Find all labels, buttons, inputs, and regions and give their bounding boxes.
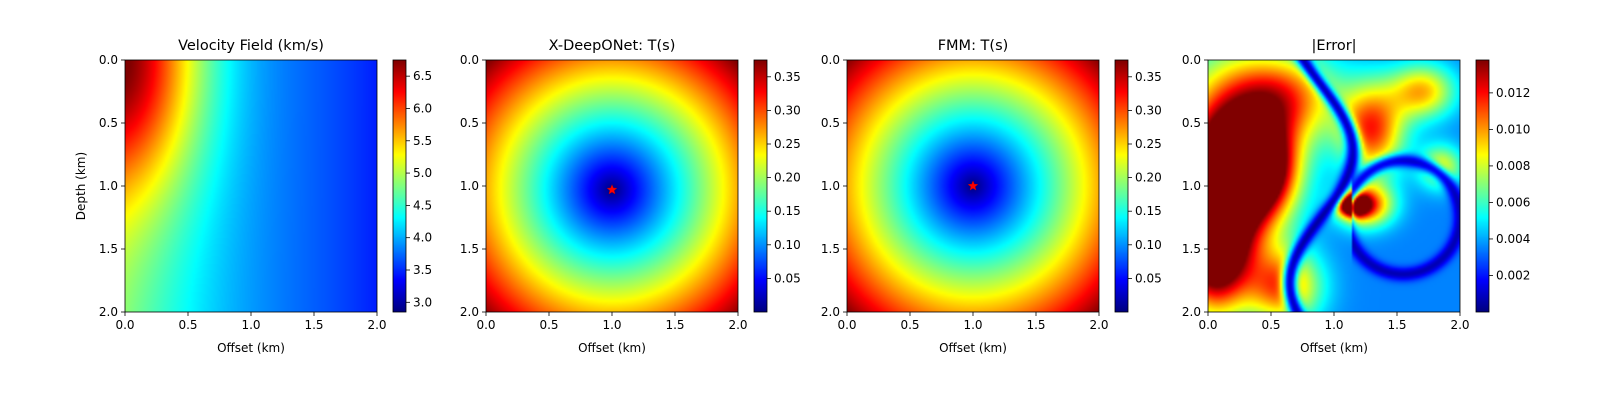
x-tick-label: 1.5 [665, 318, 684, 332]
y-tick-label: 1.0 [1182, 179, 1201, 193]
colorbar-tick-label: 0.002 [1496, 268, 1530, 282]
y-tick-label: 2.0 [99, 305, 118, 319]
x-tick-label: 1.0 [602, 318, 621, 332]
x-tick-label: 0.0 [115, 318, 134, 332]
colorbar-tick-label: 0.25 [774, 137, 801, 151]
y-tick-label: 0.5 [460, 116, 479, 130]
colorbar-tick-label: 0.05 [1135, 271, 1162, 285]
panel-2: X-DeepONet: T(s)0.0 0.5 1.0 1.5 2.00.00.51.0… [460, 38, 801, 355]
heatmap-image [125, 60, 377, 312]
y-tick-label: 1.0 [821, 179, 840, 193]
x-axis-label: Offset (km) [578, 341, 646, 355]
y-tick-label: 2.0 [821, 305, 840, 319]
y-tick-label: 0.5 [1182, 116, 1201, 130]
panel-4: |Error|0.0 0.5 1.0 1.5 2.00.00.51.01.52.0Off… [1182, 38, 1530, 355]
colorbar-tick-label: 3.5 [413, 263, 432, 277]
x-axis-label: Offset (km) [1300, 341, 1368, 355]
colorbar-tick-label: 3.0 [413, 295, 432, 309]
x-tick-label: 0.5 [539, 318, 558, 332]
y-tick-label: 0.0 [1182, 53, 1201, 67]
x-axis-label: Offset (km) [939, 341, 1007, 355]
colorbar-frame [1114, 59, 1129, 313]
y-axis-label: Depth (km) [74, 152, 88, 220]
x-tick-label: 2.0 [367, 318, 386, 332]
x-tick-label: 0.0 [1198, 318, 1217, 332]
y-tick-label: 0.5 [821, 116, 840, 130]
x-tick-label: 0.0 [476, 318, 495, 332]
x-tick-label: 1.5 [1026, 318, 1045, 332]
panel-title: X-DeepONet: T(s) [549, 38, 676, 54]
y-tick-label: 1.0 [460, 179, 479, 193]
x-tick-label: 2.0 [1089, 318, 1108, 332]
heatmap-image [1208, 60, 1460, 312]
source-star-marker [967, 180, 979, 191]
panel-3: FMM: T(s)0.0 0.5 1.0 1.5 2.00.00.51.01.52.0O… [821, 38, 1162, 355]
colorbar-tick-label: 0.15 [774, 204, 801, 218]
colorbar-tick-label: 0.05 [774, 271, 801, 285]
y-tick-label: 2.0 [1182, 305, 1201, 319]
y-tick-label: 0.0 [821, 53, 840, 67]
colorbar-tick-label: 0.30 [774, 103, 801, 117]
x-tick-label: 1.0 [241, 318, 260, 332]
x-tick-label: 1.0 [963, 318, 982, 332]
x-tick-label: 1.0 [1324, 318, 1343, 332]
colorbar-tick-label: 0.10 [1135, 238, 1162, 252]
panel-title: Velocity Field (km/s) [178, 38, 324, 54]
colorbar-tick-label: 4.5 [413, 198, 432, 212]
colorbar-tick-label: 0.10 [774, 238, 801, 252]
y-tick-label: 1.5 [460, 242, 479, 256]
colorbar-tick-label: 4.0 [413, 231, 432, 245]
y-tick-label: 0.5 [99, 116, 118, 130]
source-star-marker [606, 184, 618, 195]
x-tick-label: 0.5 [900, 318, 919, 332]
x-tick-label: 1.5 [304, 318, 323, 332]
colorbar-tick-label: 6.0 [413, 101, 432, 115]
y-tick-label: 1.5 [821, 242, 840, 256]
x-axis-label: Offset (km) [217, 341, 285, 355]
colorbar-tick-label: 5.5 [413, 134, 432, 148]
colorbar-tick-label: 0.006 [1496, 195, 1530, 209]
colorbar-tick-label: 0.25 [1135, 137, 1162, 151]
y-tick-label: 0.0 [99, 53, 118, 67]
x-tick-label: 0.5 [1261, 318, 1280, 332]
y-tick-label: 1.0 [99, 179, 118, 193]
x-tick-label: 2.0 [728, 318, 747, 332]
colorbar-tick-label: 0.20 [774, 171, 801, 185]
colorbar-tick-label: 0.30 [1135, 103, 1162, 117]
colorbar-tick-label: 0.010 [1496, 122, 1530, 136]
y-tick-label: 2.0 [460, 305, 479, 319]
colorbar [1115, 60, 1128, 312]
colorbar-tick-label: 0.15 [1135, 204, 1162, 218]
colorbar-frame [753, 59, 768, 313]
y-tick-label: 0.0 [460, 53, 479, 67]
panel-title: |Error| [1311, 38, 1356, 54]
colorbar [1476, 60, 1489, 312]
colorbar-tick-label: 0.35 [1135, 70, 1162, 84]
x-tick-label: 0.5 [178, 318, 197, 332]
panel-title: FMM: T(s) [938, 38, 1009, 54]
colorbar-tick-label: 0.008 [1496, 159, 1530, 173]
y-tick-label: 1.5 [99, 242, 118, 256]
x-tick-label: 0.0 [837, 318, 856, 332]
colorbar-tick-label: 0.20 [1135, 171, 1162, 185]
colorbar-frame [392, 59, 407, 313]
colorbar-tick-label: 5.0 [413, 166, 432, 180]
colorbar-tick-label: 0.012 [1496, 86, 1530, 100]
panel-1: Velocity Field (km/s)0.0 0.5 1.0 1.5 2.00.00… [74, 38, 432, 355]
colorbar-tick-label: 6.5 [413, 69, 432, 83]
colorbar [393, 60, 406, 312]
colorbar-frame [1475, 59, 1490, 313]
colorbar-tick-label: 0.35 [774, 70, 801, 84]
x-tick-label: 1.5 [1387, 318, 1406, 332]
colorbar [754, 60, 767, 312]
y-tick-label: 1.5 [1182, 242, 1201, 256]
colorbar-tick-label: 0.004 [1496, 232, 1530, 246]
x-tick-label: 2.0 [1450, 318, 1469, 332]
